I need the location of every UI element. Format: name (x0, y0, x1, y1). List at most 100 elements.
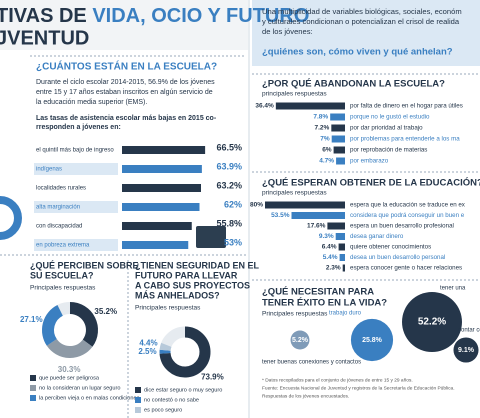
intro-line: de los jóvenes: (262, 27, 313, 36)
bar (291, 212, 345, 219)
bar (122, 184, 201, 192)
legend-swatch (30, 385, 36, 391)
section-title: MÁS ANHELADOS? (135, 290, 220, 300)
value-label: 2.5% (138, 347, 156, 356)
label-box (34, 201, 118, 213)
category-label: por embarazo (350, 158, 389, 165)
section-title: TENER ÉXITO EN LA VIDA? (262, 298, 387, 309)
intro-line: Una multiplicidad de variables biológica… (262, 7, 462, 16)
cropped-arc (0, 196, 22, 240)
bar (122, 222, 192, 230)
category-label: con discapacidad (36, 224, 82, 230)
category-label: por dar prioridad al trabajo (350, 125, 423, 132)
section-title: ¿QUÉ NECESITAN PARA (262, 287, 374, 298)
intro-box (252, 0, 480, 66)
category-label: es poco seguro (144, 407, 182, 413)
donut-slice (159, 326, 211, 378)
bar (122, 241, 189, 249)
bubble (290, 330, 310, 350)
value-label: 55.8% (216, 218, 242, 228)
footnote: Respuestas de los jóvenes encuestados. (262, 393, 349, 399)
value-label: 5.2% (292, 337, 309, 344)
bar (335, 233, 345, 240)
value-label: 6.4% (322, 244, 337, 251)
value-label: 35.2% (94, 307, 117, 316)
section-title: SU ESCUELA? (30, 270, 94, 280)
book-icon (196, 226, 226, 248)
category-label: contar con unid (458, 328, 480, 334)
section-title: ¿QUÉ ESPERAN OBTENER DE LA EDUCACIÓN? (262, 177, 480, 189)
bar (339, 254, 345, 261)
value-label: 30.3% (58, 365, 81, 374)
legend-swatch (135, 387, 141, 393)
bar (338, 243, 345, 251)
value-label: 25.8% (362, 337, 383, 344)
bar (331, 135, 345, 143)
value-label: 6% (322, 147, 332, 154)
bar (342, 264, 345, 272)
category-label: desea un buen desarrollo personal (350, 254, 445, 261)
category-label: alta marginación (36, 205, 80, 211)
value-label: 4.4% (139, 339, 157, 348)
bar (122, 203, 200, 211)
value-label: 73.9% (201, 373, 224, 382)
category-label: considera que podrá conseguir un buen e (350, 212, 465, 219)
value-label: 7% (320, 136, 330, 143)
section-subtitle: principales respuestas (262, 190, 327, 197)
value-label: 52.2% (418, 317, 446, 328)
intro-question: ¿quiénes son, cómo viven y qué anhelan? (262, 47, 453, 58)
category-label: por reprobación de materias (350, 147, 427, 154)
category-label: no contestó o no sabe (144, 397, 199, 403)
donut-slice (159, 342, 172, 351)
donut-slice (46, 338, 93, 358)
section-title: ¿TIENEN SEGURIDAD EN EL (135, 260, 260, 270)
title-part: TIVAS DE (0, 5, 92, 27)
value-label: 36.4% (255, 103, 274, 110)
page-title: JVENTUD (0, 27, 89, 49)
value-label: 5.4% (323, 254, 338, 261)
value-label: 80% (250, 202, 263, 209)
value-label: 63.9% (216, 161, 242, 171)
footnote: Fuente: Encuesta Nacional de Juventud y … (262, 385, 455, 391)
bar (122, 165, 202, 173)
category-label: por problemas para entenderle a los ma (350, 136, 460, 143)
subtitle-line: Las tasas de asistencia escolar más baja… (36, 115, 217, 122)
category-label: en pobreza extrema (36, 243, 90, 249)
category-label: indígenas (36, 167, 62, 173)
bar (275, 102, 345, 110)
section-title: A CABO SUS PROYECTOS (135, 280, 250, 290)
section-subtitle: principales respuestas (262, 91, 327, 98)
bubble (453, 337, 479, 363)
bar (331, 124, 345, 132)
label-box (34, 163, 118, 175)
paragraph-line: entre 15 y 17 años estaban inscritos en … (36, 89, 213, 96)
category-label: el quintil más bajo de ingreso (36, 148, 114, 154)
category-label: quiere obtener conocimientos (350, 244, 431, 251)
bar (336, 157, 345, 165)
subtitle-line: rresponden a jóvenes en: (36, 124, 121, 131)
section-title: FUTURO PARA LLEVAR (135, 270, 238, 280)
legend-swatch (30, 375, 36, 381)
section-title: ¿POR QUÉ ABANDONAN LA ESCUELA? (262, 79, 445, 90)
bar (122, 146, 206, 154)
category-label: porque no le gustó el estudio (350, 114, 430, 121)
category-label: localidades rurales (36, 186, 86, 192)
paragraph-line: la educación media superior (EMS). (36, 99, 147, 106)
category-label: desea ganar dinero (350, 233, 404, 240)
bar (330, 113, 345, 121)
legend-swatch (135, 397, 141, 403)
section-title: ¿QUÉ PERCIBEN SOBRE (30, 260, 139, 270)
footnote: * Datos recopilados para el conjunto de … (262, 377, 413, 383)
legend-swatch (30, 395, 36, 401)
paragraph-line: Durante el ciclo escolar 2014-2015, 56.9… (36, 79, 215, 86)
category-label: espera conocer gente o hacer relaciones (350, 265, 462, 272)
category-label: la perciben vieja o en malas condiciones (39, 395, 140, 401)
bubble (402, 292, 462, 352)
category-label: espera que la educación se traduce en ex (350, 202, 466, 209)
section-title: ¿CUÁNTOS ESTÁN EN LA ESCUELA? (36, 60, 217, 73)
header-bg (0, 0, 248, 50)
bar (327, 222, 345, 230)
value-label: 66.5% (216, 142, 242, 152)
